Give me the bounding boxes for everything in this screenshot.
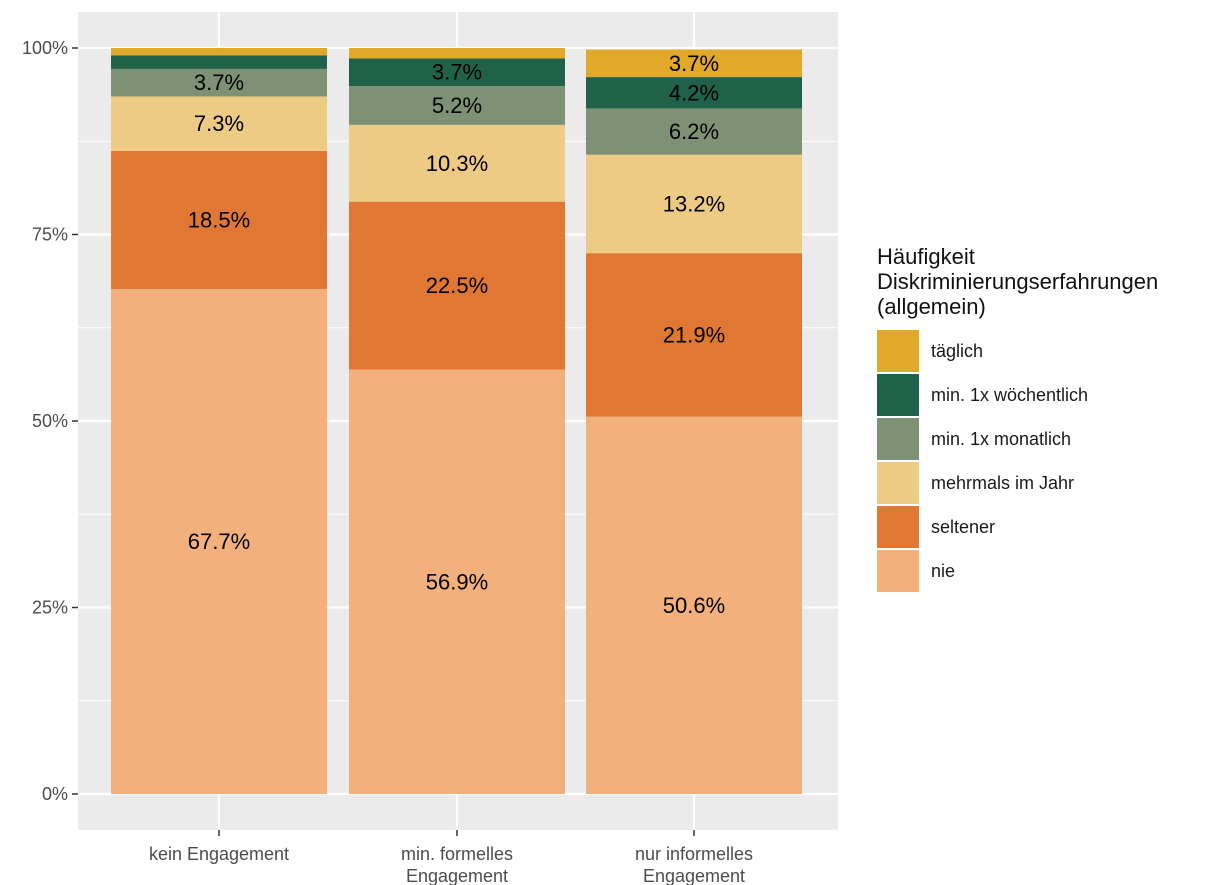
- data-label: 5.2%: [432, 93, 482, 118]
- data-label: 6.2%: [669, 119, 719, 144]
- legend-swatch: [877, 374, 919, 416]
- bar-segment: [349, 201, 565, 370]
- legend-items: täglich min. 1x wöchentlich min. 1x monatl…: [877, 329, 1158, 593]
- bar-segment: [111, 68, 327, 97]
- legend-title-line: Häufigkeit: [877, 244, 975, 269]
- y-tick-label: 0%: [42, 784, 68, 804]
- data-label: 13.2%: [663, 191, 725, 216]
- y-tick-label: 100%: [22, 38, 68, 58]
- legend-item: min. 1x wöchentlich: [877, 373, 1158, 417]
- y-tick-label: 50%: [32, 411, 68, 431]
- x-tick-label: kein Engagement: [149, 844, 289, 864]
- data-label: 3.7%: [432, 60, 482, 85]
- bar-segment: [349, 58, 565, 87]
- bar-segment: [111, 288, 327, 794]
- x-tick-label: nur informelles: [635, 844, 753, 864]
- legend-label: min. 1x wöchentlich: [931, 384, 1089, 405]
- data-label: 67.7%: [188, 529, 250, 554]
- x-tick-label: Engagement: [643, 866, 745, 885]
- bar-segment: [349, 86, 565, 125]
- data-label: 10.3%: [426, 151, 488, 176]
- bar-segment: [349, 124, 565, 202]
- bar-segment: [111, 48, 327, 56]
- bar-segment: [586, 154, 802, 254]
- legend-swatch: [877, 506, 919, 548]
- legend-swatch: [877, 418, 919, 460]
- bar-segment: [349, 369, 565, 794]
- data-label: 3.7%: [669, 51, 719, 76]
- data-label: 18.5%: [188, 207, 250, 232]
- x-tick-label: min. formelles: [401, 844, 513, 864]
- legend-item: seltener: [877, 505, 1158, 549]
- y-tick-label: 25%: [32, 598, 68, 618]
- bar-segment: [111, 55, 327, 69]
- legend-swatch: [877, 550, 919, 592]
- data-label: 22.5%: [426, 273, 488, 298]
- y-tick-label: 75%: [32, 225, 68, 245]
- bar-segment: [586, 49, 802, 78]
- bar-segment: [111, 150, 327, 289]
- legend-item: nie: [877, 549, 1158, 593]
- x-tick-label: Engagement: [406, 866, 508, 885]
- bar-segment: [586, 108, 802, 155]
- bar-segment: [586, 416, 802, 794]
- bar-segment: [586, 77, 802, 109]
- data-label: 50.6%: [663, 593, 725, 618]
- legend-label: täglich: [931, 340, 984, 361]
- data-label: 56.9%: [426, 569, 488, 594]
- legend-label: seltener: [931, 516, 996, 537]
- data-label: 7.3%: [194, 111, 244, 136]
- data-label: 21.9%: [663, 322, 725, 347]
- legend-title-line: (allgemein): [877, 294, 986, 319]
- data-label: 3.7%: [194, 70, 244, 95]
- legend-item: min. 1x monatlich: [877, 417, 1158, 461]
- legend-title-line: Diskriminierungserfahrungen: [877, 269, 1159, 294]
- legend-label: nie: [931, 560, 956, 581]
- bar-segment: [586, 253, 802, 417]
- legend-item: mehrmals im Jahr: [877, 461, 1158, 505]
- legend-title: Häufigkeit Diskriminierungserfahrungen (…: [877, 244, 1158, 319]
- bar-segment: [111, 96, 327, 151]
- legend-item: täglich: [877, 329, 1158, 373]
- data-label: 4.2%: [669, 80, 719, 105]
- legend-label: mehrmals im Jahr: [931, 472, 1075, 493]
- legend-swatch: [877, 462, 919, 504]
- legend-label: min. 1x monatlich: [931, 428, 1072, 449]
- legend-swatch: [877, 330, 919, 372]
- bar-segment: [349, 48, 565, 59]
- legend: Häufigkeit Diskriminierungserfahrungen (…: [877, 244, 1158, 593]
